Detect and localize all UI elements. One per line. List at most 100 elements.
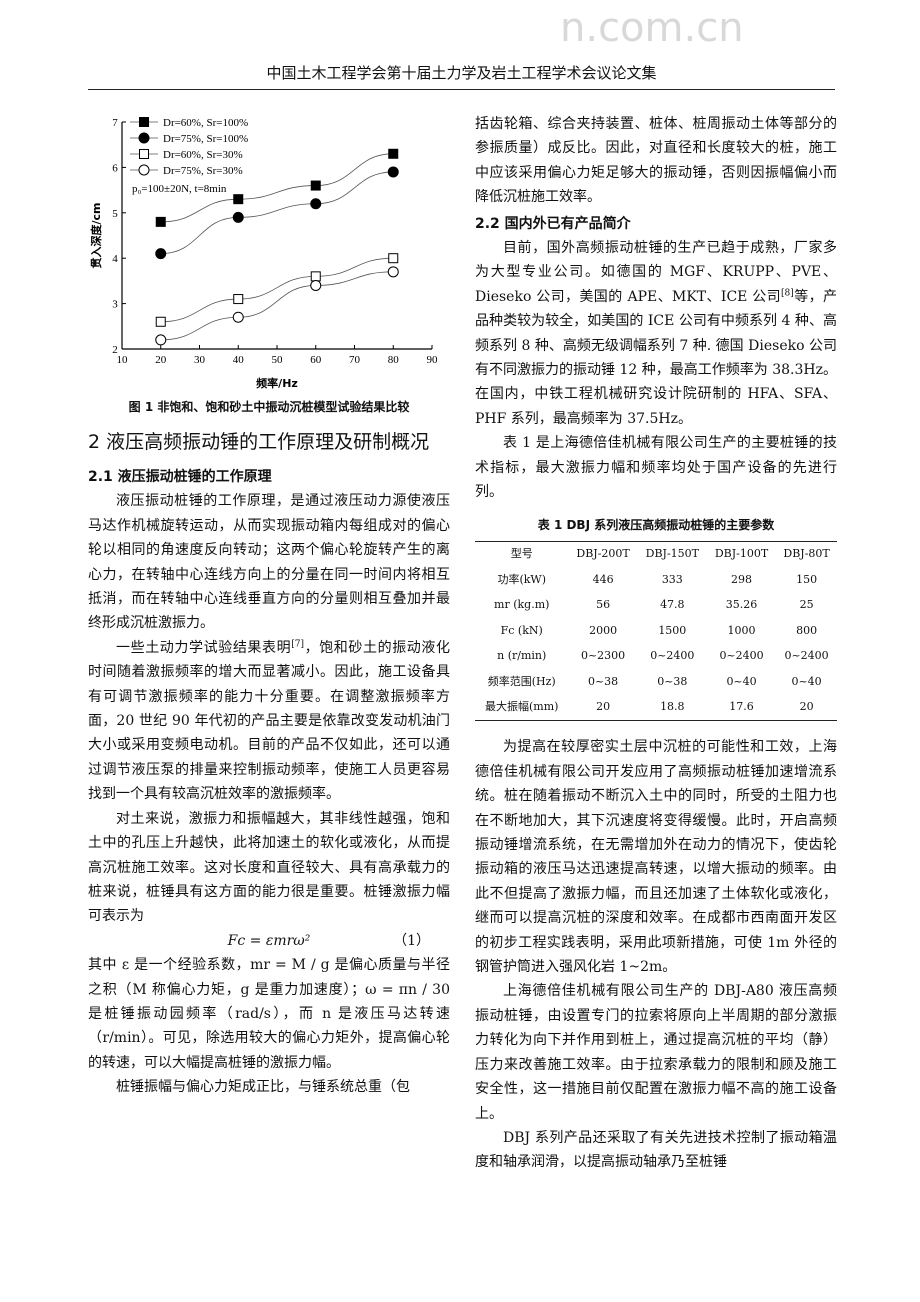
watermark: n.com.cn [560, 5, 744, 51]
legend-marker [139, 149, 149, 159]
y-tick-label: 7 [112, 117, 118, 129]
x-tick-label: 40 [233, 354, 245, 366]
legend-marker [139, 117, 149, 127]
x-tick-label: 70 [349, 354, 361, 366]
series-line [160, 271, 394, 341]
table-row: 功率(kW) 446 333 298 150 [475, 567, 837, 593]
paragraph: 括齿轮箱、综合夹持装置、桩体、桩周振动土体等部分的参振质量）成反比。因此，对直径… [475, 116, 837, 206]
x-tick-label: 10 [117, 354, 129, 366]
series-line [160, 153, 394, 223]
text: ，饱和砂土的振动液化时间随着激振频率的增大而显著减小。因此，施工设备具有可调节激… [88, 639, 451, 803]
table-cell: DBJ-100T [714, 547, 769, 561]
table-cell: 型号 [510, 547, 533, 561]
subsection-heading: 2.1 液压振动桩锤的工作原理 [88, 469, 272, 485]
paragraph: 液压振动桩锤的工作原理，是通过液压动力源使液压马达作机械旋转运动，从而实现振动箱… [88, 493, 450, 632]
equation: Fc = εmrω² [227, 932, 311, 949]
data-point [310, 271, 321, 282]
table-cell: 0~2400 [719, 649, 764, 663]
table-cell: 频率范围(Hz) [487, 674, 556, 688]
y-tick-label: 5 [112, 208, 118, 220]
paragraph: 桩锤振幅与偏心力矩成正比，与锤系统总重（包 [116, 1079, 410, 1096]
series-line [160, 257, 394, 323]
table-cell: 0~2300 [580, 649, 626, 663]
table-1-caption: 表 1 DBJ 系列液压高频振动桩锤的主要参数 [537, 517, 775, 532]
table-cell: 56 [596, 598, 611, 612]
text: 目前，国外高频振动桩锤的生产已趋于成熟，厂家多为大型专业公司。如德国的 MGF、… [475, 240, 837, 305]
text: 一些土动力学试验结果表明 [116, 639, 292, 656]
table-cell: 1500 [658, 623, 687, 637]
legend-marker [138, 164, 150, 176]
figure-1-caption: 图 1 非饱和、饱和砂土中振动沉桩模型试验结果比较 [128, 400, 410, 414]
x-tick-label: 20 [155, 354, 167, 366]
x-tick-label: 60 [310, 354, 322, 366]
table-cell: 2000 [589, 623, 618, 637]
table-cell: 446 [592, 572, 614, 586]
paragraph: 一些土动力学试验结果表明[7]，饱和砂土的振动液化时间随着激振频率的增大而显著减… [88, 636, 450, 807]
data-point [388, 253, 399, 264]
y-tick-label: 3 [112, 299, 118, 311]
paragraph: 表 1 是上海德倍佳机械有限公司生产的主要桩锤的技术指标，最大激振力幅和频率均处… [475, 435, 837, 501]
table-cell: 47.8 [660, 598, 685, 612]
data-point [155, 216, 166, 227]
section-heading: 2 液压高频振动锤的工作原理及研制概况 [88, 431, 430, 453]
series-line [160, 171, 394, 255]
table-cell: DBJ-80T [783, 547, 830, 561]
table-cell: 17.6 [729, 700, 754, 714]
table-1: 型号 DBJ-200T DBJ-150T DBJ-100T DBJ-80T 功率(kW) 4… [475, 540, 837, 722]
y-axis-label: 贯入深度/cm [89, 203, 103, 269]
paragraph: 对土来说，激振力和振幅越大，其非线性越强，饱和土中的孔压上升越快，此将加速土的软… [88, 810, 450, 925]
x-tick-label: 90 [427, 354, 439, 366]
legend-marker [138, 132, 150, 144]
data-point [387, 166, 399, 178]
table-row: Fc (kN) 2000 1500 1000 800 [475, 618, 837, 644]
table-cell: 0~38 [657, 674, 688, 688]
y-tick-label: 2 [112, 344, 118, 356]
chart-annotation: p₀=100±20N, t=8min [132, 183, 227, 195]
x-tick-label: 80 [388, 354, 400, 366]
table-cell: 333 [661, 572, 683, 586]
table-cell: 20 [596, 700, 611, 714]
x-axis-label: 频率/Hz [256, 376, 298, 390]
table-cell: 1000 [727, 623, 756, 637]
legend-label: Dr=75%, Sr=100% [163, 133, 248, 145]
data-point [310, 198, 322, 210]
text: 等，产品种类较为较全，如美国的 ICE 公司有中频系列 4 种、高频系列 8 种… [475, 288, 837, 427]
table-cell: n (r/min) [497, 649, 547, 663]
data-point [388, 148, 399, 159]
paragraph: DBJ 系列产品还采取了有关先进技术控制了振动箱温度和轴承润滑，以提高振动轴承乃… [475, 1129, 837, 1171]
legend-label: Dr=60%, Sr=30% [163, 149, 243, 161]
table-cell: mr (kg.m) [494, 598, 550, 612]
legend-label: Dr=60%, Sr=100% [163, 117, 248, 129]
paragraph: 目前，国外高频振动桩锤的生产已趋于成熟，厂家多为大型专业公司。如德国的 MGF、… [475, 236, 837, 431]
y-tick-label: 4 [112, 253, 118, 265]
table-cell: 800 [796, 623, 818, 637]
table-cell: 0~40 [791, 674, 822, 688]
running-header: 中国土木工程学会第十届土力学及岩土工程学术会议论文集 [88, 62, 835, 90]
data-point [233, 294, 244, 305]
table-cell: 18.8 [660, 700, 685, 714]
paragraph: 为提高在较厚密实土层中沉桩的可能性和工效，上海德倍佳机械有限公司开发应用了高频振… [475, 739, 837, 976]
citation: [7] [291, 639, 304, 650]
table-row: 最大振幅(mm) 20 18.8 17.6 20 [475, 695, 837, 721]
data-point [233, 194, 244, 205]
x-tick-label: 50 [272, 354, 284, 366]
data-point [155, 334, 167, 346]
data-point [155, 316, 166, 327]
table-cell: 20 [799, 700, 814, 714]
y-tick-label: 6 [112, 162, 118, 174]
data-point [387, 266, 399, 278]
table-cell: 35.26 [725, 598, 758, 612]
data-point [310, 180, 321, 191]
table-cell: 150 [796, 572, 818, 586]
x-tick-label: 30 [194, 354, 206, 366]
left-column: 2 液压高频振动锤的工作原理及研制概况 2.1 液压振动桩锤的工作原理 液压振动… [88, 428, 450, 1100]
data-point [232, 211, 244, 223]
paragraph: 上海德倍佳机械有限公司生产的 DBJ-A80 液压高频振动桩锤，由设置专门的拉索… [475, 983, 837, 1122]
table-cell: 最大振幅(mm) [485, 700, 559, 714]
right-column: 括齿轮箱、综合夹持装置、桩体、桩周振动土体等部分的参振质量）成反比。因此，对直径… [475, 112, 837, 1175]
table-cell: 0~2400 [650, 649, 695, 663]
table-cell: 0~40 [726, 674, 757, 688]
table-cell: 0~2400 [784, 649, 829, 663]
data-point [232, 311, 244, 323]
